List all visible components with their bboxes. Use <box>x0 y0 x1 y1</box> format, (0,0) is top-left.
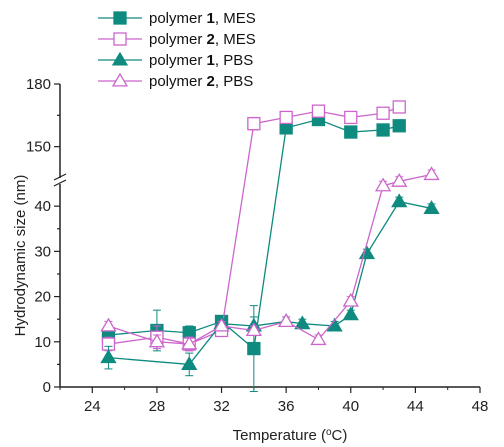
axes: 24 28 32 36 40 44 48 0 10 20 30 40 150 180 <box>26 76 488 415</box>
x-tick-label: 24 <box>84 398 101 415</box>
legend-label-buffer: , PBS <box>215 73 253 90</box>
y-tick-label: 10 <box>34 334 51 351</box>
axis-break-stroke <box>53 179 67 187</box>
series-line <box>108 106 400 345</box>
legend-label-number: 1 <box>207 10 215 27</box>
data-point <box>344 125 358 139</box>
data-point <box>342 306 359 321</box>
legend-label-buffer: , MES <box>215 10 256 27</box>
legend-label: polymer 2, PBS <box>149 73 253 90</box>
data-point <box>374 177 392 192</box>
y-tick-label: 150 <box>26 139 51 156</box>
y-tick-label: 40 <box>34 198 51 215</box>
data-point <box>423 166 440 181</box>
x-axis-title-sup: o <box>326 427 332 438</box>
data-point <box>311 104 326 118</box>
legend-item-2: polymer 2, MES <box>98 31 256 48</box>
x-axis-title: Temperature (oC) <box>233 427 348 445</box>
legend-marker <box>111 72 129 87</box>
x-tick-label: 48 <box>472 398 489 415</box>
data-point <box>100 349 117 364</box>
legend-label-buffer: , MES <box>215 31 256 48</box>
data-point <box>376 123 390 137</box>
legend-label-number: 2 <box>207 31 215 48</box>
data-point <box>391 173 408 187</box>
data-point <box>376 106 390 120</box>
series-1 <box>101 112 406 393</box>
legend-label-main: polymer <box>149 10 207 27</box>
data-point <box>392 100 406 114</box>
data-point <box>279 110 293 125</box>
y-tick-label: 30 <box>34 243 51 260</box>
data-point <box>342 292 359 307</box>
legend-item-3: polymer 1, PBS <box>98 51 253 69</box>
y-ticks: 0 10 20 30 40 150 180 <box>26 76 60 396</box>
axis-break-stroke <box>53 173 67 181</box>
legend-label: polymer 2, MES <box>149 31 256 48</box>
y-tick-label: 0 <box>43 379 51 396</box>
legend-label-buffer: , PBS <box>215 52 253 69</box>
data-point <box>181 335 198 350</box>
x-axis-title-unit: C) <box>332 427 348 444</box>
legend-label-number: 1 <box>207 52 215 69</box>
x-ticks: 24 28 32 36 40 44 48 <box>59 387 489 415</box>
series-line <box>108 118 400 350</box>
data-point <box>294 315 311 330</box>
data-point <box>247 117 261 131</box>
legend-label-number: 2 <box>207 73 215 90</box>
legend-marker <box>113 32 127 46</box>
legend-label: polymer 1, PBS <box>149 52 253 69</box>
legend-label-main: polymer <box>149 52 207 69</box>
legend-label: polymer 1, MES <box>149 10 256 27</box>
x-tick-label: 44 <box>407 398 424 415</box>
data-point <box>310 331 327 346</box>
series-3 <box>100 193 440 377</box>
data-point <box>391 193 408 208</box>
y-tick-label: 20 <box>34 289 51 306</box>
data-point <box>344 110 358 125</box>
data-point <box>213 317 230 332</box>
data-point <box>245 322 262 337</box>
legend-label-main: polymer <box>149 31 207 48</box>
legend-marker <box>113 11 127 25</box>
x-tick-label: 36 <box>278 398 295 415</box>
legend-item-1: polymer 1, MES <box>98 10 256 27</box>
legend-label-main: polymer <box>149 73 207 90</box>
legend-item-4: polymer 2, PBS <box>98 72 253 90</box>
data-point <box>100 317 117 332</box>
axis-break-mark <box>53 173 67 187</box>
x-axis-title-main: Temperature ( <box>233 427 326 444</box>
data-point <box>247 341 261 356</box>
y-tick-label: 180 <box>26 76 51 93</box>
legend-marker <box>111 51 129 66</box>
series-layer <box>100 100 440 393</box>
series-4 <box>100 166 440 352</box>
data-point <box>181 356 198 370</box>
data-point <box>423 200 440 214</box>
data-point <box>358 245 376 260</box>
y-axis-title: Hydrodynamic size (nm) <box>12 175 29 337</box>
data-point <box>148 333 166 348</box>
data-point <box>392 119 406 133</box>
x-tick-label: 32 <box>213 398 230 415</box>
x-tick-label: 40 <box>342 398 359 415</box>
data-point <box>278 313 295 327</box>
x-tick-label: 28 <box>149 398 166 415</box>
